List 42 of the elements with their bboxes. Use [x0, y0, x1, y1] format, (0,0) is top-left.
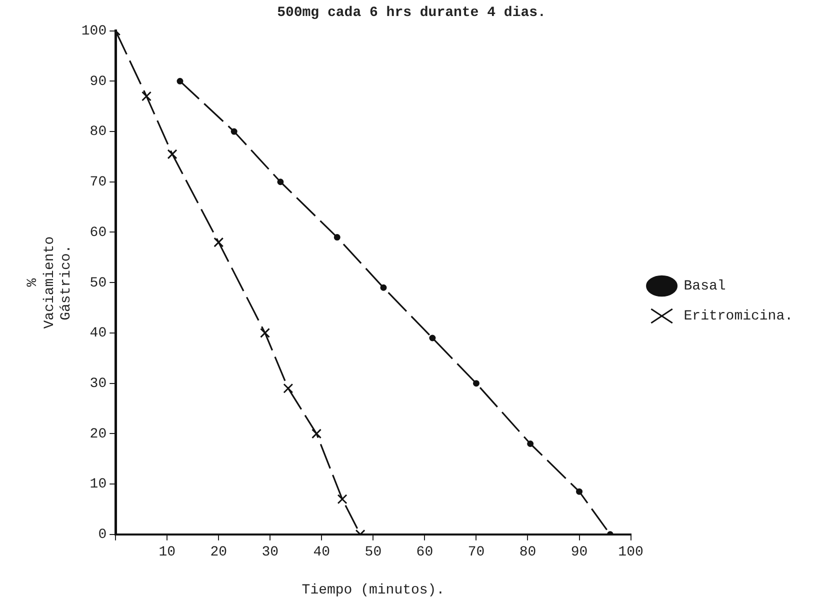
y-axis-title: % Vaciamiento Gástrico. — [25, 236, 75, 329]
y-tick-label: 20 — [90, 426, 107, 442]
y-tick-label: 70 — [90, 174, 107, 191]
point — [260, 328, 270, 338]
x-tick-label: 100 — [618, 544, 644, 561]
x-tick-label: 10 — [158, 544, 176, 561]
x-tick-label: 30 — [262, 544, 279, 561]
point — [337, 494, 348, 504]
legend-label: Basal — [684, 278, 726, 295]
point — [527, 440, 534, 447]
point — [334, 234, 340, 241]
y-tick-label: 40 — [90, 326, 107, 342]
y-tick-label: 80 — [90, 124, 107, 140]
point — [472, 380, 480, 387]
point — [380, 284, 387, 291]
x-tick-label: 80 — [519, 544, 536, 561]
point — [429, 334, 436, 342]
point — [142, 91, 152, 102]
chart-title: 500mg cada 6 hrs durante 4 dias. — [277, 4, 546, 21]
x-tick-label: 50 — [364, 544, 382, 561]
point — [312, 428, 322, 439]
x-tick-label: 40 — [313, 544, 330, 561]
x-tick-label: 70 — [468, 544, 485, 561]
point — [167, 149, 178, 160]
legend-label: Eritromicina. — [684, 308, 793, 325]
x-tick-label: 90 — [570, 544, 588, 561]
y-tick-label: 50 — [90, 275, 107, 292]
point — [277, 178, 284, 186]
y-tick-label: 30 — [90, 376, 107, 392]
point — [214, 237, 224, 248]
y-tick-label: 10 — [90, 476, 107, 493]
point — [283, 383, 294, 394]
x-axis-title: Tiempo (minutos). — [302, 582, 445, 598]
y-tick-label: 90 — [90, 74, 107, 90]
y-tick-label: 100 — [81, 24, 107, 40]
x-tick-label: 60 — [416, 544, 434, 561]
y-tick-label: 60 — [90, 224, 107, 241]
point — [576, 488, 583, 495]
point — [176, 78, 184, 84]
point — [230, 128, 238, 135]
x-tick-label: 20 — [210, 544, 228, 561]
y-tick-label: 0 — [98, 527, 107, 544]
